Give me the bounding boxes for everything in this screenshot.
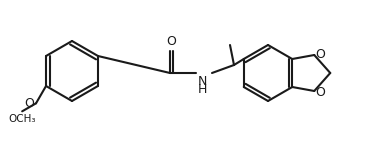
- Text: O: O: [315, 86, 325, 98]
- Text: O: O: [315, 47, 325, 61]
- Text: N: N: [198, 75, 207, 88]
- Text: OCH₃: OCH₃: [8, 114, 36, 124]
- Text: O: O: [24, 97, 34, 110]
- Text: H: H: [198, 83, 207, 96]
- Text: O: O: [166, 35, 176, 48]
